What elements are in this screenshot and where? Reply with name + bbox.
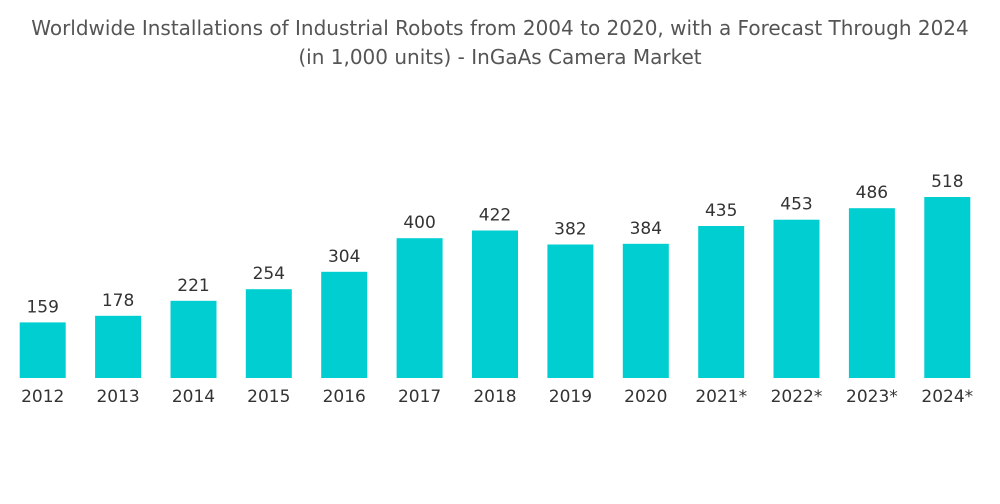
x-tick-label: 2013	[96, 387, 139, 407]
bar-2016	[321, 271, 368, 378]
data-label: 453	[780, 195, 812, 215]
x-tick-label: 2019	[549, 387, 592, 407]
x-tick-label: 2017	[398, 387, 441, 407]
data-label: 178	[102, 291, 134, 311]
chart-title-line-2: (in 1,000 units) - InGaAs Camera Market	[298, 45, 702, 69]
data-label: 159	[26, 297, 58, 317]
x-tick-label: 2024*	[921, 387, 973, 407]
bar-2014	[170, 300, 217, 378]
x-tick-label: 2015	[247, 387, 290, 407]
x-axis-tick-labels: 2012 2013 2014 2015 2016 2017 2018 2019 2020 2021…	[21, 387, 973, 407]
bar-2021-forecast	[698, 226, 745, 378]
bar-2023-forecast	[848, 208, 895, 378]
x-tick-label: 2023*	[846, 387, 898, 407]
bar-2013	[95, 315, 142, 378]
bar-2020	[622, 243, 669, 378]
x-tick-label: 2022*	[771, 387, 823, 407]
x-tick-label: 2020	[624, 387, 667, 407]
bar-2019	[547, 244, 594, 378]
bars-group	[19, 197, 971, 378]
bar-2015	[245, 289, 292, 378]
data-label: 518	[931, 172, 963, 192]
chart-title: Worldwide Installations of Industrial Ro…	[0, 14, 1000, 72]
data-label: 400	[403, 213, 435, 233]
data-label: 486	[856, 183, 888, 203]
bar-2017	[396, 238, 443, 378]
x-tick-label: 2018	[473, 387, 516, 407]
x-tick-label: 2012	[21, 387, 64, 407]
data-label: 304	[328, 247, 360, 267]
bar-2012	[19, 322, 66, 378]
chart-title-line-1: Worldwide Installations of Industrial Ro…	[31, 16, 969, 40]
data-label: 422	[479, 206, 511, 226]
value-labels-group: 159 178 221 254 304 400 422 382 384 435 453 486 518	[26, 172, 963, 317]
x-tick-label: 2016	[323, 387, 366, 407]
data-label: 254	[253, 264, 285, 284]
x-tick-label: 2014	[172, 387, 215, 407]
data-label: 384	[630, 219, 662, 239]
bar-2018	[472, 230, 518, 378]
data-label: 221	[177, 276, 209, 296]
data-label: 435	[705, 201, 737, 221]
x-tick-label: 2021*	[695, 387, 747, 407]
bar-2024-forecast	[924, 197, 971, 378]
data-label: 382	[554, 220, 586, 240]
bar-2022-forecast	[773, 219, 820, 378]
